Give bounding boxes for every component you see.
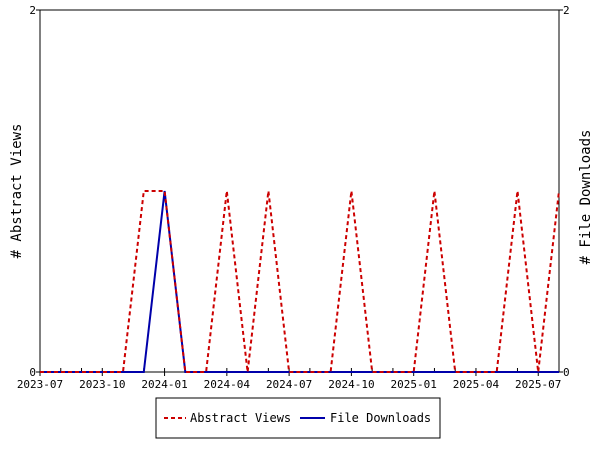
legend-label-abstract-views: Abstract Views xyxy=(190,411,291,425)
x-tick-label: 2025-04 xyxy=(453,378,500,391)
y-right-tick-label: 2 xyxy=(563,4,570,17)
plot-area xyxy=(39,9,560,373)
x-tick-label: 2025-07 xyxy=(515,378,561,391)
y-left-tick-label: 2 xyxy=(29,4,36,17)
series-layer xyxy=(40,190,560,373)
x-tick-label: 2023-10 xyxy=(79,378,125,391)
x-tick-label: 2024-04 xyxy=(204,378,251,391)
y-axis: 0 2 0 2 xyxy=(29,4,569,379)
y-axis-title-left: # Abstract Views xyxy=(9,124,25,259)
y-right-tick-label: 0 xyxy=(563,366,570,379)
x-tick-label: 2024-07 xyxy=(266,378,312,391)
y-axis-title-right: # File Downloads xyxy=(578,130,594,265)
x-tick-label: 2025-01 xyxy=(391,378,437,391)
y-left-tick-label: 0 xyxy=(29,366,36,379)
x-tick-label: 2024-10 xyxy=(328,378,374,391)
legend: Abstract Views File Downloads xyxy=(155,397,441,439)
legend-label-file-downloads: File Downloads xyxy=(330,411,431,425)
legend-box xyxy=(155,397,441,439)
x-tick-label: 2023-07 xyxy=(17,378,63,391)
x-tick-label: 2024-01 xyxy=(141,378,187,391)
series-line-abstract-views xyxy=(40,190,560,373)
